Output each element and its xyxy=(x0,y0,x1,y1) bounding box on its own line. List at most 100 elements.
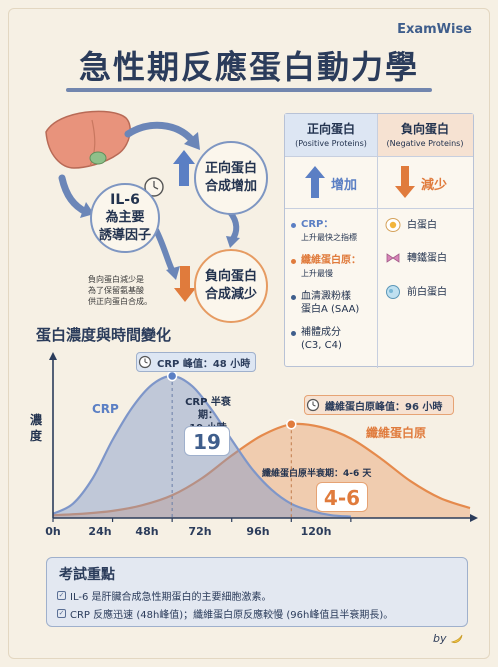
positive-circle-line2: 合成增加 xyxy=(204,179,257,194)
exam-points-box: 考試重點 ✓ IL-6 是肝臟合成急性期蛋白的主要細胞激素。 ✓ CRP 反應迅… xyxy=(46,557,468,627)
increase-arrow-icon xyxy=(305,166,325,198)
chart-title: 蛋白濃度與時間變化 xyxy=(36,326,172,344)
negative-synthesis-circle: 負向蛋白 合成減少 xyxy=(194,249,268,323)
egg-icon xyxy=(385,218,401,232)
crp-clock-icon xyxy=(138,355,152,369)
exam-point-1: ✓ IL-6 是肝臟合成急性期蛋白的主要細胞激素。 xyxy=(57,588,272,603)
negative-circle-line1: 負向蛋白 xyxy=(204,269,257,284)
bullet-fibrinogen xyxy=(291,259,296,264)
positive-synthesis-circle: 正向蛋白 合成增加 xyxy=(194,141,268,215)
positive-subtitle: (Positive Proteins) xyxy=(295,139,367,148)
title-underline xyxy=(66,88,432,92)
negative-subtitle: (Negative Proteins) xyxy=(386,139,464,148)
x-tick-0: 0h xyxy=(45,525,61,538)
fibrinogen-series-label: 纖維蛋白原 xyxy=(366,426,427,440)
signature: by xyxy=(433,632,464,645)
brand-logo: ExamWise xyxy=(397,22,472,37)
arrow-positive-to-negative xyxy=(227,209,240,243)
note-line-3: 供正向蛋白合成。 xyxy=(88,297,152,306)
note-line-2: 為了保留氨基酸 xyxy=(88,286,144,295)
saa-detail: 蛋白A (SAA) xyxy=(301,304,360,315)
saa-name: 血清澱粉樣 xyxy=(301,291,351,302)
page-frame xyxy=(8,8,490,659)
crp-half-life-value: 19 xyxy=(184,426,230,456)
crp-series-label: CRP xyxy=(92,402,119,416)
crp-peak-callout: CRP 峰值：48 小時 xyxy=(136,352,256,372)
crp-peak-marker xyxy=(166,370,178,382)
arrow-liver-to-positive xyxy=(124,121,194,142)
bullet-complement xyxy=(291,331,296,336)
transferrin-icon xyxy=(386,253,400,263)
positive-item-fibrinogen: 纖維蛋白原： 上升最慢 xyxy=(301,254,361,280)
exam-point-2-text: CRP 反應迅速 (48h峰值)；纖維蛋白原反應較慢 (96h峰值且半衰期長)。 xyxy=(70,610,394,621)
table-trend-divider xyxy=(285,208,473,209)
negative-item-albumin: 白蛋白 xyxy=(407,220,437,231)
banana-icon xyxy=(450,634,463,643)
complement-detail: (C3, C4) xyxy=(301,340,342,351)
crp-line xyxy=(52,374,351,518)
il6-line3: 誘導因子 xyxy=(98,228,151,243)
x-tick-24: 24h xyxy=(88,525,112,538)
x-tick-72: 72h xyxy=(188,525,212,538)
check-icon: ✓ xyxy=(57,591,66,600)
arrow-liver-to-il6 xyxy=(58,174,90,216)
exam-point-1-text: IL-6 是肝臟合成急性期蛋白的主要細胞激素。 xyxy=(70,592,272,603)
positive-column-header: 正向蛋白 (Positive Proteins) xyxy=(285,114,377,156)
exam-point-2: ✓ CRP 反應迅速 (48h峰值)；纖維蛋白原反應較慢 (96h峰值且半衰期長… xyxy=(57,606,393,621)
check-icon: ✓ xyxy=(57,609,66,618)
fibrinogen-peak-callout: 纖維蛋白原峰值：96 小時 xyxy=(304,395,454,415)
il6-circle: IL-6 為主要 誘導因子 xyxy=(90,183,160,253)
protein-table: 正向蛋白 (Positive Proteins) 負向蛋白 (Negative … xyxy=(284,113,474,368)
table-header-divider xyxy=(285,156,473,157)
positive-item-complement: 補體成分 (C3, C4) xyxy=(301,326,342,352)
x-tick-48: 48h xyxy=(135,525,159,538)
crp-name: CRP： xyxy=(301,219,334,230)
arrowhead-il6-negative xyxy=(166,266,180,280)
il6-line1: IL-6 xyxy=(110,192,140,208)
x-tick-120: 120h xyxy=(300,525,332,538)
note-line-1: 負向蛋白減少是 xyxy=(88,275,144,284)
arrowhead-positive xyxy=(184,132,200,150)
complement-name: 補體成分 xyxy=(301,327,341,338)
page-title: 急性期反應蛋白動力學 xyxy=(78,48,419,86)
crp-peak-text: CRP 峰值：48 小時 xyxy=(157,358,251,370)
signature-text: by xyxy=(433,632,447,645)
table-column-divider xyxy=(377,114,378,368)
x-axis-arrowhead xyxy=(470,514,478,522)
bullet-crp xyxy=(291,223,296,228)
positive-title: 正向蛋白 xyxy=(306,122,355,136)
y-axis-label: 濃度 xyxy=(30,413,43,443)
negative-item-transferrin: 轉鐵蛋白 xyxy=(407,253,447,264)
negative-circle-line2: 合成減少 xyxy=(204,287,257,302)
negative-column-header: 負向蛋白 (Negative Proteins) xyxy=(377,114,473,156)
fibrinogen-name: 纖維蛋白原： xyxy=(301,255,361,266)
arrow-il6-to-negative xyxy=(153,227,175,273)
fibrinogen-detail: 上升最慢 xyxy=(301,269,333,278)
exam-title: 考試重點 xyxy=(59,567,115,583)
arrowhead-negative xyxy=(226,236,240,248)
fibrinogen-half-life-label: 纖維蛋白原半衰期：4-6 天 xyxy=(262,469,372,479)
decrease-arrow-icon xyxy=(395,166,415,198)
positive-item-crp: CRP： 上升最快之指標 xyxy=(301,218,357,244)
x-tick-96: 96h xyxy=(246,525,270,538)
crp-half-life-line1: CRP 半衰期： xyxy=(185,397,231,421)
positive-item-saa: 血清澱粉樣 蛋白A (SAA) xyxy=(301,290,359,316)
fibrinogen-clock-icon xyxy=(306,398,320,412)
fibrinogen-peak-text: 纖維蛋白原峰值：96 小時 xyxy=(325,401,443,413)
liver-icon xyxy=(45,110,131,169)
fibrinogen-peak-marker xyxy=(286,419,297,430)
il6-line2: 為主要 xyxy=(105,210,145,225)
prealbumin-icon xyxy=(386,285,400,299)
bullet-saa xyxy=(291,295,296,300)
negative-item-prealbumin: 前白蛋白 xyxy=(407,287,447,298)
down-arrow-icon xyxy=(174,266,196,302)
positive-circle-line1: 正向蛋白 xyxy=(204,161,257,176)
mechanism-note: 負向蛋白減少是 為了保留氨基酸 供正向蛋白合成。 xyxy=(88,274,152,307)
y-axis-arrowhead xyxy=(49,352,57,360)
increase-label: 增加 xyxy=(331,178,358,193)
clock-icon xyxy=(144,177,164,197)
negative-title: 負向蛋白 xyxy=(400,122,449,136)
crp-detail: 上升最快之指標 xyxy=(301,233,357,242)
decrease-label: 減少 xyxy=(421,178,448,193)
